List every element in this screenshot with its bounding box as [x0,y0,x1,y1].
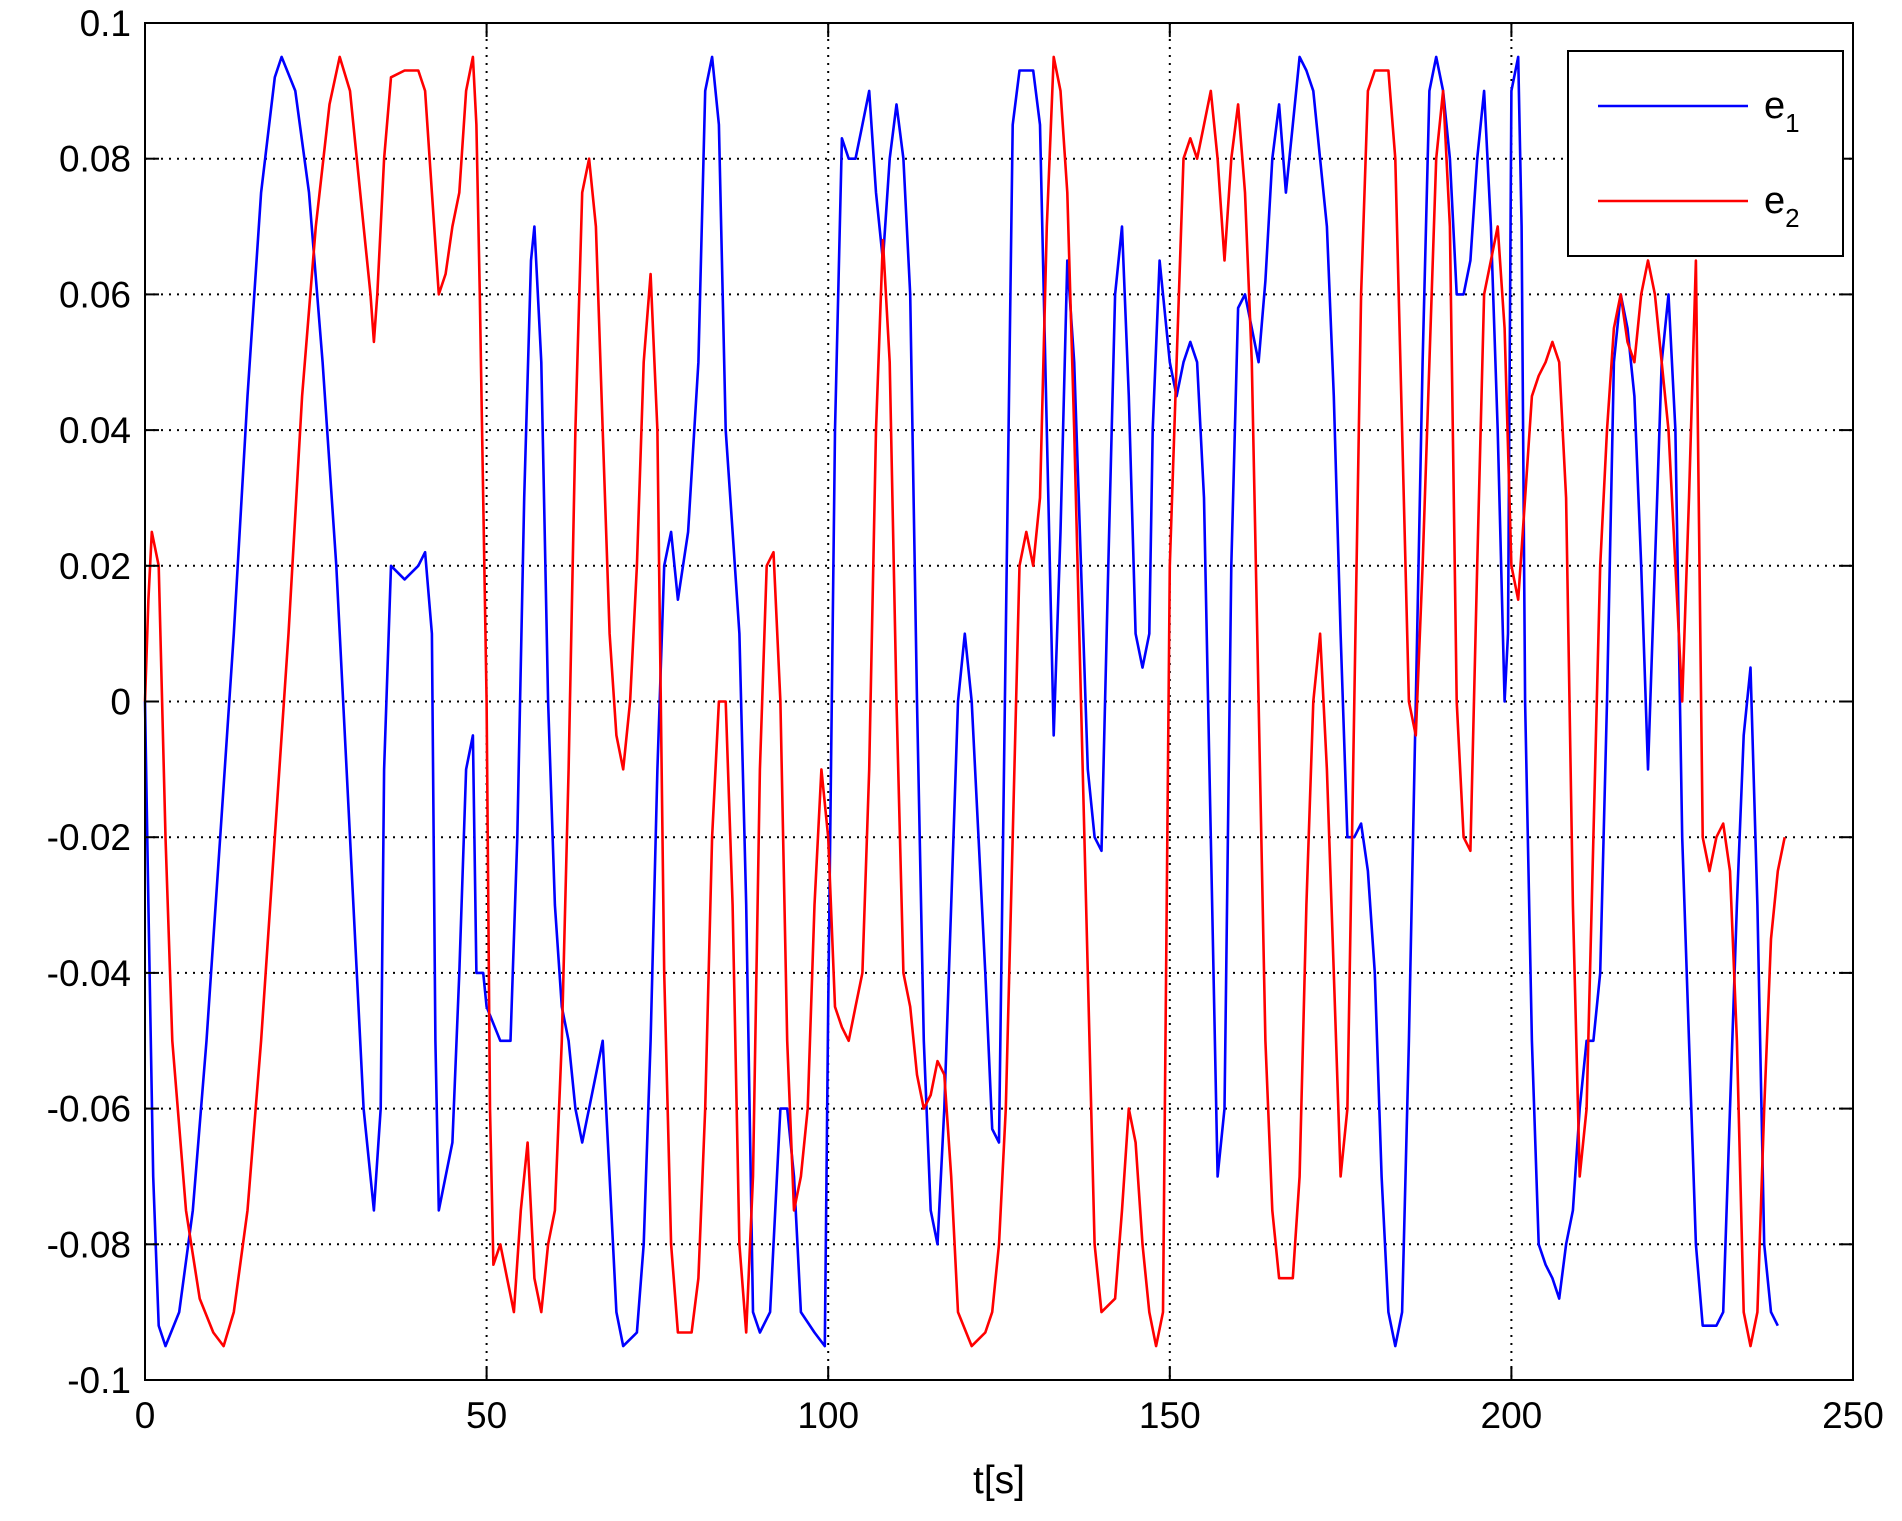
y-tick-label: -0.04 [47,953,131,994]
y-tick-label: -0.08 [47,1224,131,1265]
plot-lines [143,55,1786,1348]
series-line-e2 [143,55,1786,1348]
y-tick-label: 0.04 [59,410,131,451]
y-tick-label: 0 [110,682,131,723]
x-tick-label: 0 [135,1395,156,1436]
x-tick-label: 250 [1822,1395,1884,1436]
legend-box [1567,50,1844,257]
series-line-e1 [143,55,1779,1348]
y-tick-label: 0.1 [80,3,131,44]
x-axis-label: t[s] [973,1459,1025,1502]
x-tick-label: 200 [1481,1395,1543,1436]
x-tick-label: 50 [466,1395,507,1436]
y-tick-label: 0.02 [59,546,131,587]
y-tick-label: -0.02 [47,817,131,858]
legend-label-subscript: 1 [1785,108,1799,138]
legend-label-subscript: 2 [1785,203,1799,233]
x-tick-label: 100 [797,1395,859,1436]
y-tick-label: -0.06 [47,1089,131,1130]
y-tick-label: -0.1 [67,1360,131,1401]
axis-ticks: 0 50 100 150 200 250 0.1 0.08 0.06 0.04 0.02 0 -0.02… [47,3,1884,1436]
y-tick-label: 0.06 [59,274,131,315]
y-tick-label: 0.08 [59,139,131,180]
x-tick-label: 150 [1139,1395,1201,1436]
